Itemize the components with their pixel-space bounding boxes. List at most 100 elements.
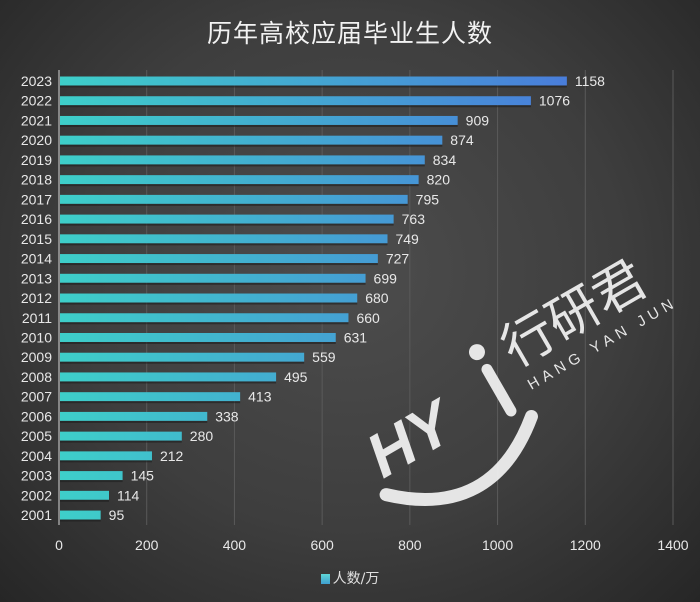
data-label: 909 <box>466 112 490 128</box>
bar-shadow <box>60 105 531 108</box>
y-tick-label: 2020 <box>21 132 52 148</box>
data-label: 763 <box>402 211 426 227</box>
y-tick-label: 2009 <box>21 349 52 365</box>
bar-shadow <box>60 282 366 285</box>
bar-shadow <box>60 401 241 404</box>
bar-shadow <box>60 223 394 226</box>
bar-2012 <box>60 293 358 303</box>
bar-shadow <box>60 164 425 167</box>
y-tick-label: 2011 <box>22 310 52 326</box>
bar-shadow <box>60 381 277 384</box>
bar-shadow <box>60 263 378 266</box>
bar-shadow <box>60 124 458 127</box>
bar-shadow <box>60 302 358 305</box>
bar-2016 <box>60 214 394 224</box>
data-label: 212 <box>160 448 184 464</box>
y-tick-label: 2010 <box>21 329 52 345</box>
y-tick-label: 2016 <box>21 211 52 227</box>
y-tick-label: 2014 <box>21 251 52 267</box>
bar-2011 <box>60 313 349 323</box>
y-tick-label: 2007 <box>21 389 52 405</box>
data-label: 820 <box>427 172 451 188</box>
y-tick-label: 2018 <box>21 172 52 188</box>
svg-text:HY: HY <box>355 386 469 492</box>
bar-shadow <box>60 440 182 443</box>
data-label: 699 <box>374 270 398 286</box>
bar-2022 <box>60 96 531 106</box>
bar-shadow <box>60 203 408 206</box>
bar-shadow <box>60 243 388 246</box>
bar-2018 <box>60 175 419 185</box>
x-tick-label: 1200 <box>570 537 601 553</box>
y-tick-label: 2012 <box>21 290 52 306</box>
data-label: 749 <box>395 231 419 247</box>
bar-2019 <box>60 155 425 165</box>
bar-shadow <box>60 361 305 364</box>
y-tick-label: 2005 <box>21 428 52 444</box>
bar-2003 <box>60 471 123 481</box>
bar-2021 <box>60 115 458 125</box>
bar-2020 <box>60 135 443 145</box>
legend: 人数/万 <box>0 568 700 588</box>
data-label: 413 <box>248 389 272 405</box>
chart-title: 历年高校应届毕业生人数 <box>206 19 493 48</box>
y-tick-label: 2001 <box>21 507 52 523</box>
bar-shadow <box>60 144 443 147</box>
data-label: 559 <box>312 349 336 365</box>
y-tick-label: 2017 <box>21 191 52 207</box>
x-tick-label: 400 <box>223 537 247 553</box>
data-label: 114 <box>117 487 140 503</box>
x-tick-label: 200 <box>135 537 159 553</box>
y-tick-label: 2013 <box>21 270 52 286</box>
data-label: 795 <box>416 191 440 207</box>
bar-shadow <box>60 184 419 187</box>
data-label: 338 <box>215 408 239 424</box>
x-tick-label: 600 <box>310 537 334 553</box>
bar-2014 <box>60 254 378 264</box>
bar-2017 <box>60 194 408 204</box>
bar-shadow <box>60 341 336 344</box>
data-label: 495 <box>284 369 308 385</box>
data-label: 1076 <box>539 93 570 109</box>
bar-shadow <box>60 322 349 325</box>
legend-label: 人数/万 <box>332 571 380 587</box>
y-tick-label: 2003 <box>21 468 52 484</box>
bar-shadow <box>60 85 567 88</box>
data-label: 1158 <box>575 73 605 89</box>
y-tick-label: 2021 <box>21 112 52 128</box>
bar-2004 <box>60 451 152 461</box>
legend-swatch <box>320 574 330 584</box>
bar-2008 <box>60 372 277 382</box>
data-label: 680 <box>365 290 389 306</box>
data-label: 834 <box>433 152 457 168</box>
data-label: 727 <box>386 251 410 267</box>
bar-2010 <box>60 332 336 342</box>
bar-shadow <box>60 480 123 483</box>
y-tick-label: 2019 <box>21 152 52 168</box>
y-tick-label: 2004 <box>21 448 52 464</box>
bar-2001 <box>60 510 101 520</box>
y-tick-label: 2022 <box>21 93 52 109</box>
bar-shadow <box>60 460 152 463</box>
x-tick-label: 1000 <box>482 537 513 553</box>
bar-2009 <box>60 352 305 362</box>
bar-2013 <box>60 273 366 283</box>
bar-2002 <box>60 490 109 500</box>
bar-shadow <box>60 499 109 502</box>
data-label: 660 <box>356 310 380 326</box>
bar-2005 <box>60 431 182 441</box>
bar-shadow <box>60 519 101 522</box>
bar-2023 <box>60 76 567 86</box>
x-tick-label: 0 <box>55 537 63 553</box>
bar-shadow <box>60 420 208 423</box>
bar-2006 <box>60 411 208 421</box>
bar-2007 <box>60 392 241 402</box>
data-label: 145 <box>131 468 155 484</box>
x-tick-label: 800 <box>398 537 422 553</box>
data-label: 874 <box>450 132 474 148</box>
y-tick-label: 2006 <box>21 408 52 424</box>
data-label: 95 <box>109 507 125 523</box>
y-tick-label: 2002 <box>21 487 52 503</box>
y-tick-label: 2008 <box>21 369 52 385</box>
data-label: 280 <box>190 428 214 444</box>
